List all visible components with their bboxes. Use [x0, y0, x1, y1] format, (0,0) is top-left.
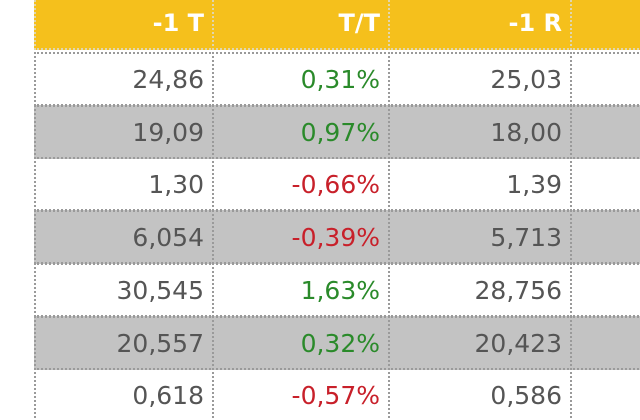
value-cell — [570, 105, 640, 159]
value-cell: 20,557 — [34, 316, 214, 370]
value-cell — [570, 157, 640, 211]
change-cell: 0,31% — [212, 52, 390, 106]
value-cell — [570, 263, 640, 317]
value-cell: 0,618 — [34, 368, 214, 420]
change-cell: 0,32% — [212, 316, 390, 370]
value-cell — [570, 210, 640, 264]
header-cell: -1 R — [388, 0, 572, 50]
value-cell — [570, 316, 640, 370]
value-cell — [570, 52, 640, 106]
value-cell: 25,03 — [388, 52, 572, 106]
change-cell: -0,66% — [212, 157, 390, 211]
value-cell: 20,423 — [388, 316, 572, 370]
value-cell: 19,09 — [34, 105, 214, 159]
change-cell: 0,97% — [212, 105, 390, 159]
value-cell: 1,30 — [34, 157, 214, 211]
value-cell: 24,86 — [34, 52, 214, 106]
header-cell: -1 T — [34, 0, 214, 50]
value-cell: 5,713 — [388, 210, 572, 264]
value-cell: 1,39 — [388, 157, 572, 211]
change-cell: -0,39% — [212, 210, 390, 264]
value-cell — [570, 368, 640, 420]
header-cell — [570, 0, 640, 50]
value-cell: 18,00 — [388, 105, 572, 159]
value-cell: 28,756 — [388, 263, 572, 317]
value-cell: 6,054 — [34, 210, 214, 264]
change-cell: -0,57% — [212, 368, 390, 420]
value-cell: 30,545 — [34, 263, 214, 317]
change-cell: 1,63% — [212, 263, 390, 317]
header-cell: T/T — [212, 0, 390, 50]
value-cell: 0,586 — [388, 368, 572, 420]
